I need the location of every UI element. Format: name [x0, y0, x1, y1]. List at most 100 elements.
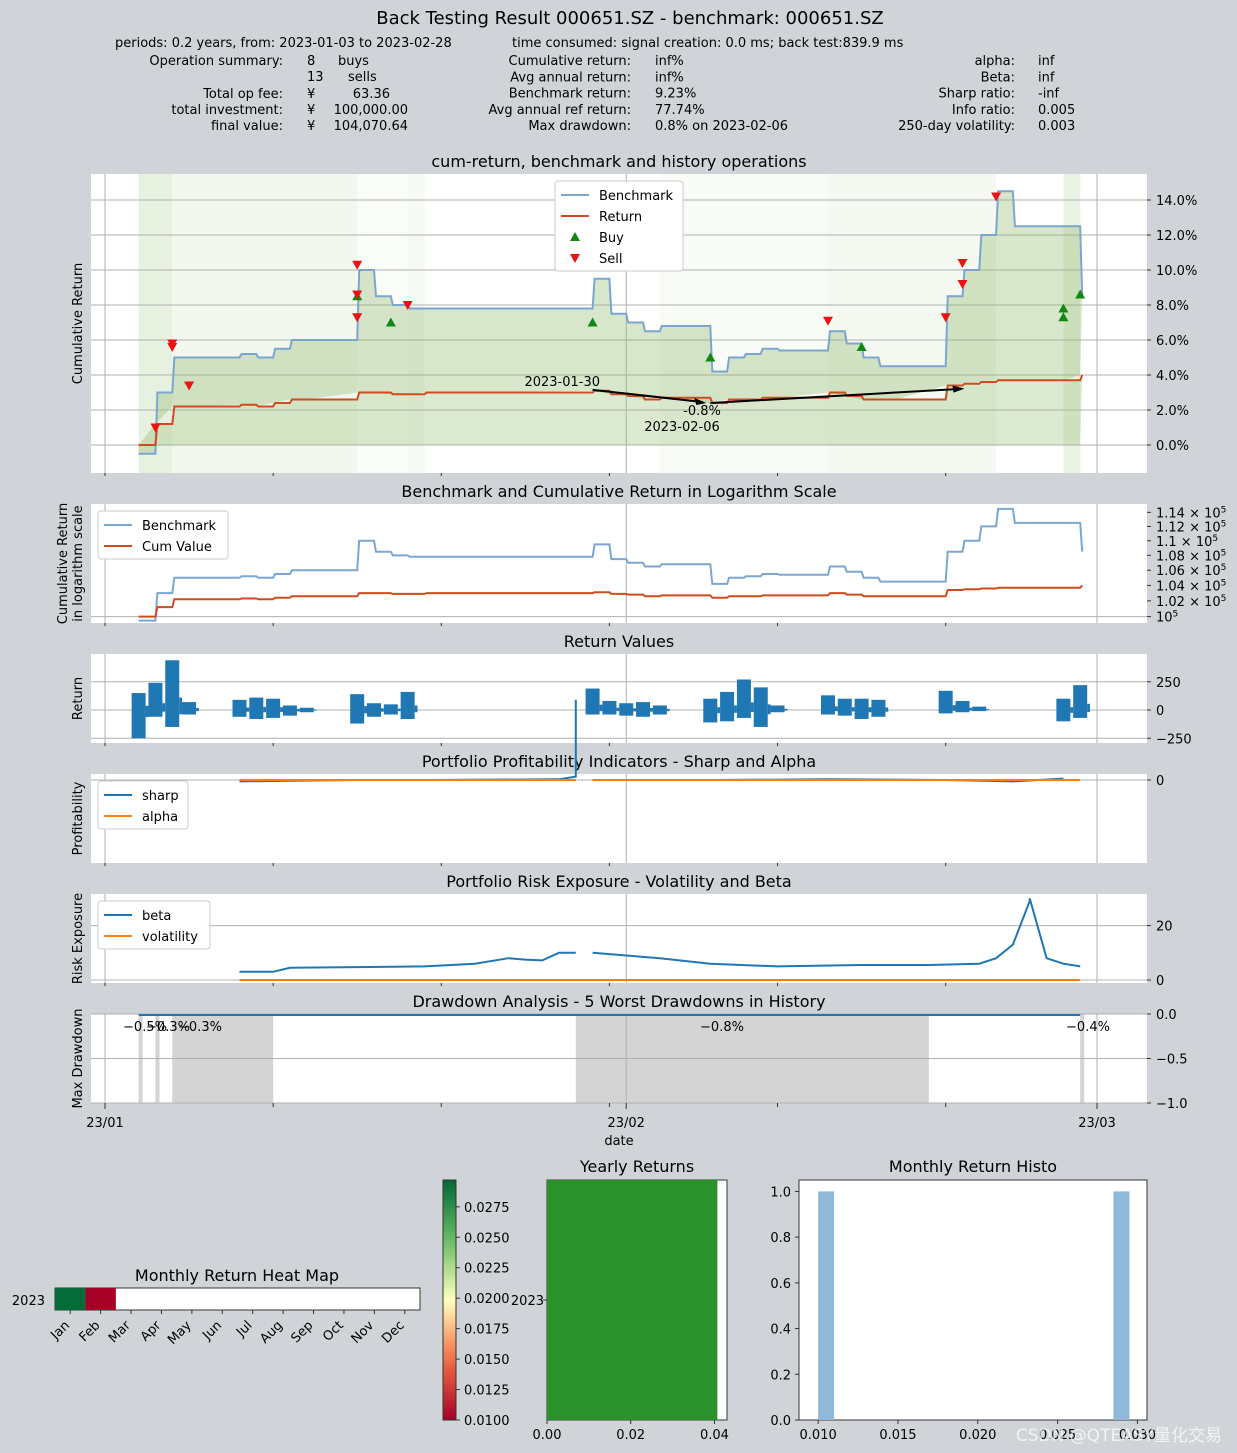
month-label: Jan: [48, 1318, 73, 1343]
month-label: Aug: [257, 1318, 286, 1347]
return-bar: [652, 705, 667, 715]
cum-value-log-line: [138, 584, 1083, 618]
month-label: May: [165, 1318, 195, 1348]
panel-title: Monthly Return Histo: [889, 1157, 1057, 1176]
summary-mid-value: 77.74%: [655, 103, 705, 118]
colorbar-tick-label: 0.0200: [464, 1292, 510, 1307]
sell-marker: [957, 259, 968, 268]
return-bar: [400, 691, 415, 720]
month-label: Feb: [77, 1318, 104, 1345]
return-bar-minor: [313, 709, 317, 711]
y-axis-label: Risk Exposure: [71, 893, 86, 984]
return-bar-minor: [296, 708, 300, 712]
summary-mid-value: 0.8% on 2023-02-06: [655, 119, 788, 134]
heatmap-cell: [85, 1288, 116, 1310]
sell-marker: [150, 423, 161, 433]
histo-bar: [1113, 1191, 1130, 1420]
sell-marker: [991, 192, 1002, 202]
return-bar: [720, 691, 735, 722]
plot-area: [91, 774, 1147, 863]
return-bar-minor: [885, 707, 889, 712]
month-label: Oct: [320, 1318, 347, 1345]
annotation-drawdown: -0.8%: [683, 404, 721, 419]
return-bar: [854, 698, 869, 720]
return-bar-minor: [616, 707, 620, 712]
return-bar: [367, 703, 382, 717]
y-tick-label: 0.8: [770, 1231, 791, 1246]
return-bar-minor: [246, 707, 250, 712]
colorbar-tick-label: 0.0275: [464, 1201, 510, 1216]
summary-left-labels: Operation summary: Total op fee:total inv…: [149, 54, 283, 134]
y-tick-label: 2.0%: [1156, 404, 1189, 419]
y-tick-label: 2023: [511, 1294, 544, 1309]
sell-marker: [352, 290, 363, 300]
x-tick-label: 0.015: [879, 1428, 916, 1443]
sell-marker: [167, 339, 178, 349]
month-label: Apr: [138, 1318, 165, 1345]
y-axis-label: in logarithm scale: [71, 505, 86, 621]
annotation-start-date: 2023-01-30: [524, 375, 600, 390]
buy-marker: [1058, 303, 1069, 313]
return-bar: [131, 693, 146, 739]
y-tick-label: 6.0%: [1156, 334, 1189, 349]
return-bar: [770, 705, 785, 713]
y-tick-label: 14.0%: [1156, 194, 1197, 209]
return-bar-minor: [414, 705, 418, 713]
return-bar-minor: [952, 705, 956, 711]
return-bar: [299, 707, 314, 713]
return-bar-minor: [969, 707, 973, 711]
return-bar-minor: [196, 708, 199, 712]
y-tick-label: 105: [1156, 610, 1178, 626]
summary-right-value: inf: [1038, 54, 1055, 69]
return-bar-minor: [717, 707, 721, 714]
summary-mid-label: Avg annual ref return:: [489, 103, 632, 118]
summary-right-label: Beta:: [981, 70, 1015, 85]
return-bar-minor: [381, 708, 384, 712]
summary-left-label: total investment:: [171, 103, 283, 118]
return-bar: [282, 705, 297, 716]
periods-text: periods: 0.2 years, from: 2023-01-03 to …: [115, 36, 452, 51]
month-label: Nov: [349, 1318, 378, 1347]
sell-marker: [352, 260, 363, 270]
summary-right-label: alpha:: [975, 54, 1015, 69]
return-line: [138, 374, 1084, 446]
final-currency: ¥: [307, 119, 315, 134]
return-bar-minor: [666, 708, 670, 712]
x-tick-label: 0.020: [959, 1428, 996, 1443]
legend-label: volatility: [142, 930, 198, 945]
return-bar-minor: [650, 708, 653, 712]
heatmap-cell: [55, 1288, 86, 1310]
sells-count: 13: [307, 70, 324, 85]
legend-label: Sell: [599, 252, 622, 267]
y-tick-label: 1.02 × 105: [1156, 594, 1226, 610]
return-bar: [165, 660, 180, 727]
return-bar-minor: [851, 707, 855, 712]
panel-title: cum-return, benchmark and history operat…: [431, 152, 806, 171]
x-tick-label: 0.025: [1039, 1428, 1076, 1443]
y-tick-label: 20: [1156, 920, 1173, 935]
summary-right-value: 0.005: [1038, 103, 1075, 118]
cum-return-panel: cum-return, benchmark and history operat…: [71, 152, 1197, 476]
y-axis-label: Max Drawdown: [71, 1008, 86, 1108]
panel-title: Drawdown Analysis - 5 Worst Drawdowns in…: [412, 992, 825, 1011]
legend-label: Return: [599, 210, 642, 225]
legend-buy-marker: [570, 232, 580, 241]
holding-band: [1063, 174, 1081, 473]
summary-right-block: alpha:Beta: Sharp ratio:Info ratio:250-da…: [898, 54, 1075, 134]
yearly-bar: [547, 1180, 718, 1420]
summary-mid-value: 9.23%: [655, 87, 696, 102]
profitability-panel: Portfolio Profitability Indicators - Sha…: [71, 699, 1164, 866]
summary-right-label: Info ratio:: [952, 103, 1015, 118]
return-bar-minor: [179, 697, 183, 715]
return-bar: [602, 700, 617, 715]
summary-mid-label: Benchmark return:: [509, 87, 631, 102]
return-bar: [753, 687, 768, 727]
return-bar: [350, 694, 365, 724]
buy-marker: [1075, 289, 1086, 299]
y-tick-label: 1.1 × 105: [1156, 534, 1218, 550]
colorbar-tick-label: 0.0125: [464, 1384, 510, 1399]
return-bar: [972, 706, 987, 712]
y-tick-label: 0.0: [1156, 1008, 1177, 1023]
holding-band: [827, 174, 997, 473]
